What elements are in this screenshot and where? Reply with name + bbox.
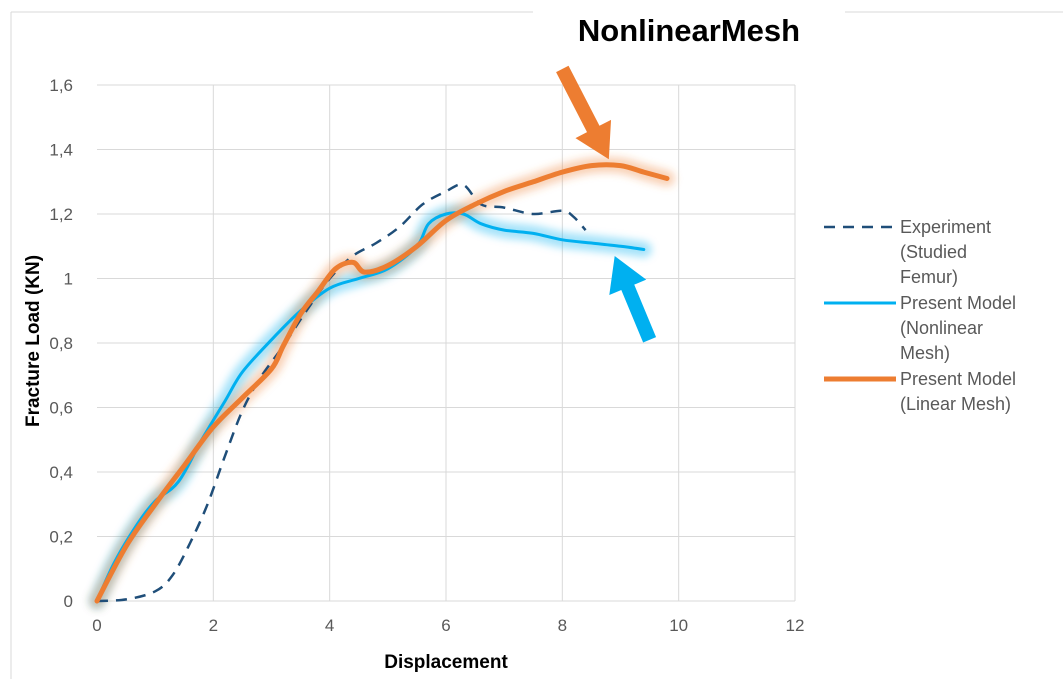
x-axis-title: Displacement (384, 652, 508, 673)
legend-label: Femur) (900, 267, 958, 287)
y-tick-label: 1 (64, 270, 73, 289)
legend: Experiment (Studied Femur) Present Model (No… (824, 217, 1016, 414)
y-tick-label: 1,2 (49, 205, 73, 224)
legend-entry: Present Model (Linear Mesh) (824, 369, 1016, 414)
x-tick-label: 10 (669, 616, 688, 635)
x-tick-label: 0 (92, 616, 101, 635)
legend-label: Present Model (900, 293, 1016, 313)
legend-entry: Experiment (Studied Femur) (824, 217, 991, 287)
gridlines (97, 84, 796, 602)
legend-label: (Studied (900, 242, 967, 262)
annotation-arrow (556, 65, 612, 160)
y-tick-label: 1,4 (49, 141, 73, 160)
chart-title: NonlinearMesh (578, 13, 800, 48)
series-line-1 (96, 183, 587, 603)
legend-label: Present Model (900, 369, 1016, 389)
y-tick-label: 0,6 (49, 399, 73, 418)
series-line-3 (94, 162, 670, 604)
y-axis-ticks: 0 0,2 0,4 0,6 0,8 1 1,2 1,4 1,6 (49, 76, 73, 611)
x-axis-ticks: 0 2 4 6 8 10 12 (92, 616, 804, 635)
x-tick-label: 2 (209, 616, 218, 635)
x-tick-label: 12 (786, 616, 805, 635)
y-tick-label: 0,8 (49, 334, 73, 353)
y-tick-label: 1,6 (49, 76, 73, 95)
y-axis-title: Fracture Load (KN) (23, 255, 44, 427)
y-tick-label: 0,2 (49, 528, 73, 547)
annotation-arrows (556, 65, 657, 343)
x-tick-label: 6 (441, 616, 450, 635)
chart-frame (10, 11, 1063, 679)
legend-entry: Present Model (Nonlinear Mesh) (824, 293, 1016, 363)
legend-label: (Linear Mesh) (900, 394, 1011, 414)
series-layer (89, 156, 675, 609)
x-tick-label: 4 (325, 616, 334, 635)
series-glow (89, 156, 675, 609)
y-tick-label: 0 (64, 592, 73, 611)
series-line-2 (95, 211, 646, 603)
legend-label: Mesh) (900, 343, 950, 363)
annotation-arrow (609, 255, 657, 343)
x-tick-label: 8 (558, 616, 567, 635)
legend-label: Experiment (900, 217, 991, 237)
y-tick-label: 0,4 (49, 463, 73, 482)
legend-label: (Nonlinear (900, 318, 983, 338)
